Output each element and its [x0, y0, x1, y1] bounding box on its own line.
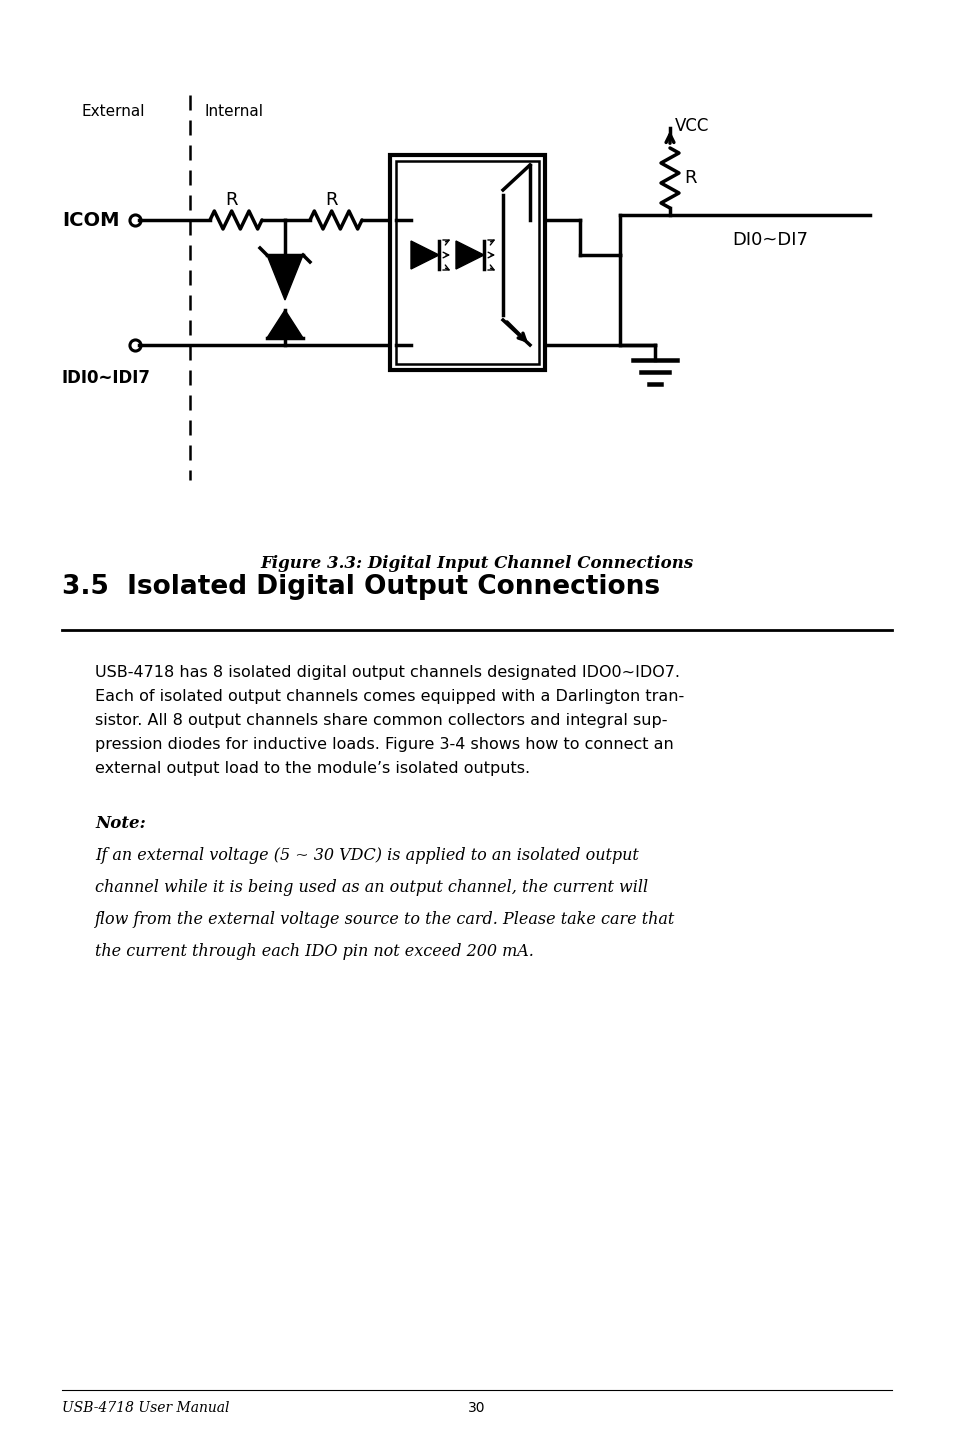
Text: 30: 30	[468, 1401, 485, 1416]
Text: 3.5  Isolated Digital Output Connections: 3.5 Isolated Digital Output Connections	[62, 573, 659, 601]
Text: ICOM: ICOM	[62, 210, 119, 229]
Text: R: R	[683, 169, 696, 187]
Text: VCC: VCC	[675, 117, 709, 134]
Text: Note:: Note:	[95, 815, 146, 832]
Text: Internal: Internal	[205, 104, 264, 120]
Text: External: External	[82, 104, 146, 120]
Text: Figure 3.3: Digital Input Channel Connections: Figure 3.3: Digital Input Channel Connec…	[260, 555, 693, 572]
Text: R: R	[226, 192, 238, 209]
Text: Each of isolated output channels comes equipped with a Darlington tran-: Each of isolated output channels comes e…	[95, 689, 683, 704]
Polygon shape	[411, 242, 438, 269]
Text: DI0~DI7: DI0~DI7	[731, 232, 807, 249]
Text: USB-4718 has 8 isolated digital output channels designated IDO0~IDO7.: USB-4718 has 8 isolated digital output c…	[95, 665, 679, 681]
Text: external output load to the module’s isolated outputs.: external output load to the module’s iso…	[95, 761, 530, 776]
Polygon shape	[267, 310, 303, 337]
Text: pression diodes for inductive loads. Figure 3-4 shows how to connect an: pression diodes for inductive loads. Fig…	[95, 736, 673, 752]
Text: IDI0~IDI7: IDI0~IDI7	[62, 369, 151, 388]
Bar	[395, 162, 538, 365]
Text: USB-4718 User Manual: USB-4718 User Manual	[62, 1401, 230, 1416]
Text: R: R	[325, 192, 338, 209]
Text: channel while it is being used as an output channel, the current will: channel while it is being used as an out…	[95, 879, 647, 897]
Text: the current through each IDO pin not exceed 200 mA.: the current through each IDO pin not exc…	[95, 942, 534, 960]
Text: If an external voltage (5 ~ 30 VDC) is applied to an isolated output: If an external voltage (5 ~ 30 VDC) is a…	[95, 847, 639, 864]
Bar	[390, 154, 544, 370]
Text: flow from the external voltage source to the card. Please take care that: flow from the external voltage source to…	[95, 911, 675, 928]
Text: sistor. All 8 output channels share common collectors and integral sup-: sistor. All 8 output channels share comm…	[95, 714, 667, 728]
Polygon shape	[456, 242, 483, 269]
Polygon shape	[267, 255, 303, 300]
